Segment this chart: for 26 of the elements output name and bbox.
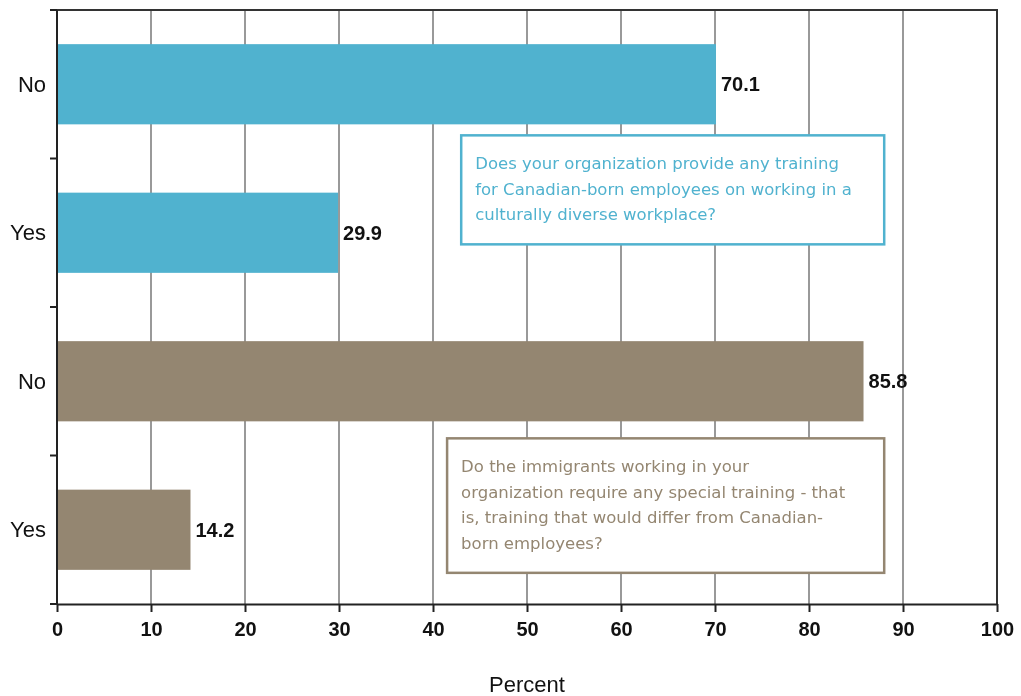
x-axis-title: Percent <box>489 672 565 696</box>
data-label: 70.1 <box>720 73 760 96</box>
annotation: Do the immigrants working in your organization require any special training - that is, training that would differ from Canadian-born employees? <box>461 457 846 553</box>
data-label: 29.9 <box>343 221 382 244</box>
x-tick-label: 30 <box>328 618 351 640</box>
bar <box>57 192 339 273</box>
x-tick-label: 0 <box>51 618 64 640</box>
x-tick-label: 40 <box>422 618 445 640</box>
annotation: Does your organization provide any training for Canadian-born employees on working in a culturally diverse workplace? <box>475 154 852 225</box>
x-tick-label: 60 <box>610 618 633 640</box>
x-tick-label: 50 <box>516 618 539 640</box>
x-tick-label: 80 <box>798 618 821 640</box>
data-label: 14.2 <box>195 518 235 541</box>
y-tick-label: Yes <box>10 220 46 246</box>
data-label: 85.8 <box>868 370 908 393</box>
x-tick-label: 70 <box>704 618 727 640</box>
x-tick-label: 90 <box>892 618 915 640</box>
x-tick-label: 100 <box>980 618 1015 640</box>
x-tick-label: 20 <box>234 618 257 640</box>
bar <box>57 489 191 570</box>
y-tick-label: No <box>17 368 46 394</box>
y-tick-label: Yes <box>10 517 46 543</box>
y-tick-label: No <box>17 71 46 97</box>
bar <box>57 341 864 422</box>
bar <box>57 44 716 125</box>
x-tick-label: 10 <box>140 618 163 640</box>
